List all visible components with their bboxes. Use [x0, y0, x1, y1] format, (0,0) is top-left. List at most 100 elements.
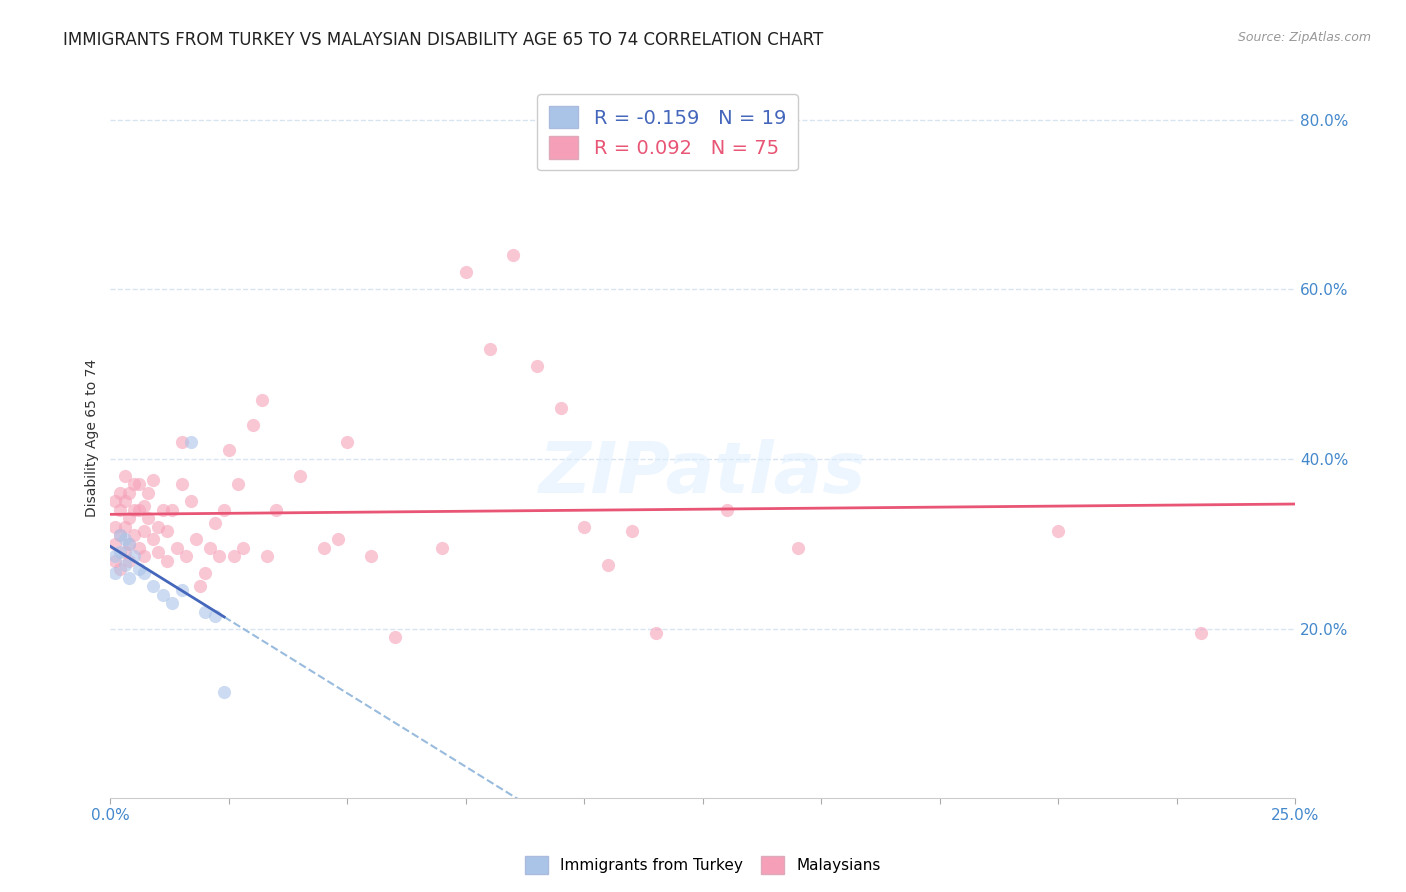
Point [118, 537, 141, 551]
Point [204, 516, 226, 530]
Point [132, 549, 155, 564]
Point [104, 566, 127, 581]
Point [644, 625, 666, 640]
Point [122, 549, 145, 564]
Point [152, 503, 174, 517]
Point [146, 520, 169, 534]
Point [228, 477, 250, 491]
Point [122, 528, 145, 542]
Point [212, 503, 235, 517]
Point [1047, 524, 1070, 538]
Point [336, 435, 359, 450]
Point [122, 477, 145, 491]
Point [218, 443, 240, 458]
Point [108, 545, 131, 559]
Point [142, 579, 165, 593]
Point [108, 528, 131, 542]
Point [156, 554, 179, 568]
Point [180, 435, 202, 450]
Point [194, 605, 217, 619]
Point [142, 533, 165, 547]
Point [142, 473, 165, 487]
Point [786, 541, 808, 555]
Point [114, 520, 136, 534]
Point [598, 558, 620, 572]
Point [128, 541, 150, 555]
Text: Source: ZipAtlas.com: Source: ZipAtlas.com [1237, 31, 1371, 45]
Point [170, 435, 193, 450]
Point [266, 503, 288, 517]
Point [250, 392, 273, 407]
Point [384, 630, 406, 644]
Point [180, 494, 202, 508]
Point [118, 554, 141, 568]
Point [108, 486, 131, 500]
Point [194, 566, 217, 581]
Point [104, 554, 127, 568]
Point [242, 417, 264, 432]
Text: IMMIGRANTS FROM TURKEY VS MALAYSIAN DISABILITY AGE 65 TO 74 CORRELATION CHART: IMMIGRANTS FROM TURKEY VS MALAYSIAN DISA… [63, 31, 824, 49]
Point [132, 524, 155, 538]
Point [478, 342, 501, 356]
Point [156, 524, 179, 538]
Point [432, 541, 454, 555]
Point [174, 549, 197, 564]
Point [118, 571, 141, 585]
Point [136, 486, 159, 500]
Point [104, 537, 127, 551]
Point [104, 494, 127, 508]
Point [114, 545, 136, 559]
Point [190, 579, 212, 593]
Point [108, 528, 131, 542]
Point [256, 549, 278, 564]
Point [128, 503, 150, 517]
Point [114, 533, 136, 547]
Point [312, 541, 335, 555]
Point [118, 486, 141, 500]
Point [146, 545, 169, 559]
Point [204, 608, 226, 623]
Y-axis label: Disability Age 65 to 74: Disability Age 65 to 74 [86, 359, 100, 516]
Point [166, 541, 188, 555]
Legend: R = -0.159   N = 19, R = 0.092   N = 75: R = -0.159 N = 19, R = 0.092 N = 75 [537, 95, 797, 170]
Point [620, 524, 643, 538]
Point [152, 588, 174, 602]
Legend: Immigrants from Turkey, Malaysians: Immigrants from Turkey, Malaysians [519, 850, 887, 880]
Point [170, 583, 193, 598]
Point [114, 494, 136, 508]
Point [526, 359, 548, 373]
Point [170, 477, 193, 491]
Point [136, 511, 159, 525]
Point [716, 503, 738, 517]
Point [326, 533, 349, 547]
Point [132, 566, 155, 581]
Point [288, 469, 311, 483]
Point [118, 537, 141, 551]
Point [184, 533, 207, 547]
Point [104, 520, 127, 534]
Point [108, 503, 131, 517]
Point [114, 558, 136, 572]
Point [198, 541, 221, 555]
Point [222, 549, 245, 564]
Point [132, 499, 155, 513]
Point [232, 541, 254, 555]
Point [574, 520, 596, 534]
Point [454, 265, 477, 279]
Text: ZIPatlas: ZIPatlas [540, 439, 866, 508]
Point [160, 503, 183, 517]
Point [104, 549, 127, 564]
Point [118, 511, 141, 525]
Point [360, 549, 382, 564]
Point [128, 477, 150, 491]
Point [550, 401, 572, 415]
Point [122, 503, 145, 517]
Point [212, 685, 235, 699]
Point [1189, 625, 1212, 640]
Point [108, 562, 131, 576]
Point [160, 596, 183, 610]
Point [114, 469, 136, 483]
Point [208, 549, 231, 564]
Point [128, 562, 150, 576]
Point [502, 248, 524, 262]
